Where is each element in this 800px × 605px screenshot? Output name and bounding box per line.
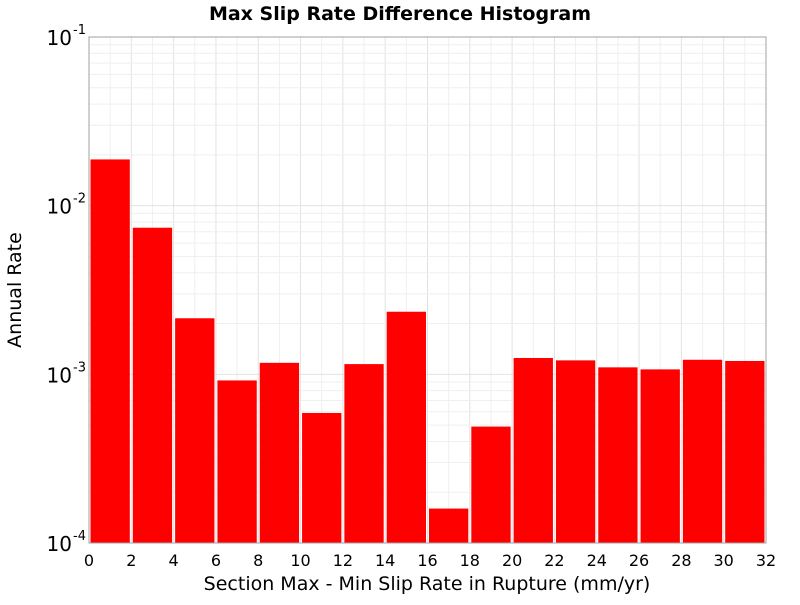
x-axis-label: Section Max - Min Slip Rate in Rupture (…	[204, 573, 651, 595]
x-tick-label: 32	[756, 551, 776, 570]
x-tick-label: 24	[587, 551, 607, 570]
y-tick-label: 10 -3	[47, 360, 86, 387]
histogram-bar	[555, 360, 596, 543]
histogram-bar	[429, 508, 469, 543]
y-axis-label: Annual Rate	[4, 232, 26, 348]
x-tick-label: 8	[253, 551, 263, 570]
histogram-bar	[725, 360, 765, 543]
x-tick-label: 10	[290, 551, 310, 570]
histogram-bar	[640, 369, 680, 543]
histogram-bar	[90, 159, 130, 544]
histogram-bar	[259, 362, 300, 543]
x-tick-label: 30	[714, 551, 734, 570]
histogram-bar	[132, 227, 173, 544]
histogram-bar	[302, 412, 342, 543]
bars	[90, 159, 765, 544]
y-tick-label: 10 -2	[47, 192, 86, 219]
x-tick-label: 14	[375, 551, 395, 570]
histogram-bar	[682, 359, 723, 543]
histogram-bar	[513, 357, 553, 543]
y-tick-base: 10	[47, 532, 72, 556]
x-tick-label: 22	[544, 551, 564, 570]
x-tick-label: 18	[460, 551, 480, 570]
histogram-bar	[386, 311, 426, 543]
y-tick-base: 10	[47, 26, 72, 50]
x-tick-label: 28	[671, 551, 691, 570]
y-tick-exponent: -1	[73, 23, 86, 38]
chart-title: Max Slip Rate Difference Histogram	[209, 3, 591, 25]
x-tick-label: 4	[169, 551, 179, 570]
x-tick-label: 20	[502, 551, 522, 570]
histogram-bar	[598, 367, 638, 543]
y-tick-label: 10 -4	[47, 529, 86, 556]
histogram-bar	[471, 426, 511, 543]
y-tick-exponent: -3	[73, 360, 86, 375]
y-tick-exponent: -4	[73, 529, 86, 544]
y-tick-base: 10	[47, 195, 72, 219]
histogram-bar	[217, 380, 257, 543]
histogram-bar	[344, 364, 384, 543]
x-tick-label: 26	[629, 551, 649, 570]
plot-frame	[88, 36, 767, 544]
x-tick-label: 12	[333, 551, 353, 570]
x-tick-labels: 0 2 4 6 8 10 12 14 16 18 20 22 24 26 28 30 32	[84, 551, 776, 570]
x-tick-label: 6	[211, 551, 221, 570]
y-tick-label: 10 -1	[47, 23, 86, 50]
histogram-bar	[175, 318, 215, 543]
y-tick-exponent: -2	[73, 192, 86, 207]
y-tick-labels: 10-410-310-210-1	[47, 23, 86, 556]
y-tick-base: 10	[47, 363, 72, 387]
x-tick-label: 2	[126, 551, 136, 570]
x-tick-label: 0	[84, 551, 94, 570]
x-tick-label: 16	[417, 551, 437, 570]
